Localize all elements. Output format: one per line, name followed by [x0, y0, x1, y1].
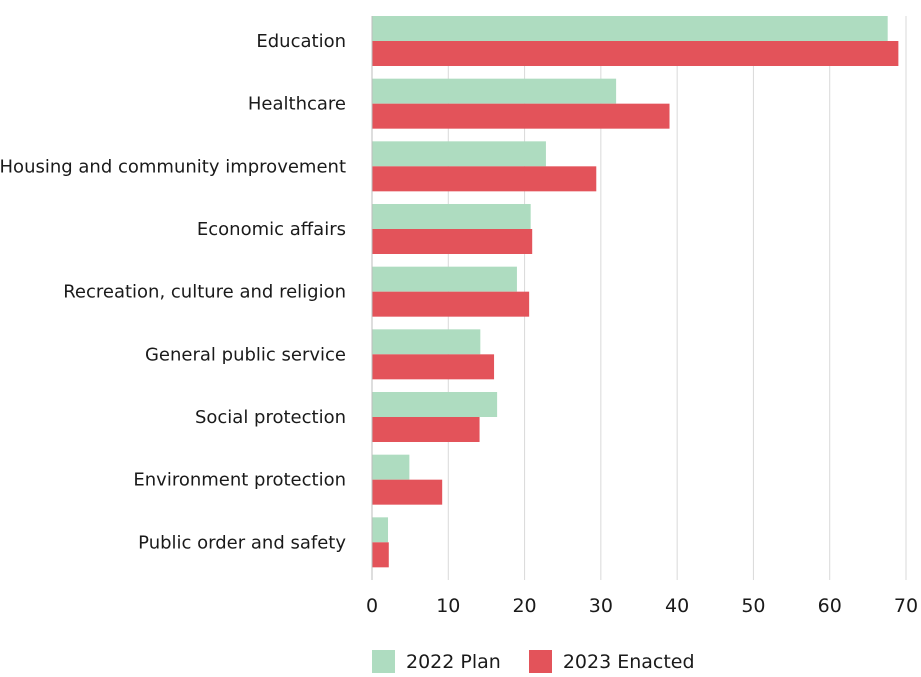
bar [372, 454, 410, 480]
x-tick-label: 50 [741, 595, 765, 617]
bar [372, 517, 389, 543]
bar [372, 16, 888, 41]
category-label: Public order and safety [138, 532, 346, 553]
x-tick-label: 60 [818, 595, 842, 617]
bar [372, 291, 530, 317]
bars [372, 16, 899, 568]
bar [372, 354, 495, 380]
x-tick-label: 20 [512, 595, 536, 617]
category-label: Healthcare [248, 94, 346, 115]
x-tick-labels: 0 10 20 30 40 50 60 70 [366, 595, 918, 617]
bar [372, 542, 389, 568]
x-tick-label: 30 [589, 595, 613, 617]
category-label: Environment protection [133, 470, 346, 491]
legend-label-2023-enacted: 2023 Enacted [562, 650, 695, 673]
bar [372, 266, 517, 292]
bar [372, 417, 480, 442]
category-label: Housing and community improvement [0, 156, 346, 177]
legend-item-2022-plan: 2022 Plan [372, 650, 501, 673]
category-label: General public service [145, 344, 346, 365]
legend-swatch-2023-enacted [528, 650, 552, 673]
bar [372, 103, 670, 129]
bar [372, 141, 546, 167]
x-tick-label: 40 [665, 595, 689, 617]
x-tick-label: 10 [436, 595, 460, 617]
legend: 2022 Plan 2023 Enacted [372, 650, 723, 673]
category-label: Education [256, 31, 346, 52]
bar-chart: Education Healthcare Housing and community… [0, 16, 918, 617]
x-tick-label: 0 [366, 595, 378, 617]
x-tick-label: 70 [894, 595, 918, 617]
category-label: Recreation, culture and religion [63, 282, 346, 303]
category-label: Social protection [195, 407, 346, 428]
bar [372, 41, 899, 66]
category-label: Economic affairs [197, 219, 346, 240]
bar [372, 229, 533, 254]
bar [372, 392, 498, 417]
bar [372, 204, 531, 229]
category-labels: Education Healthcare Housing and community… [0, 31, 346, 553]
legend-item-2023-enacted: 2023 Enacted [528, 650, 695, 673]
bar [372, 479, 443, 505]
bar [372, 166, 597, 192]
legend-swatch-2022-plan [372, 650, 395, 673]
legend-label-2022-plan: 2022 Plan [406, 650, 501, 673]
bar [372, 78, 617, 104]
bar [372, 329, 481, 355]
